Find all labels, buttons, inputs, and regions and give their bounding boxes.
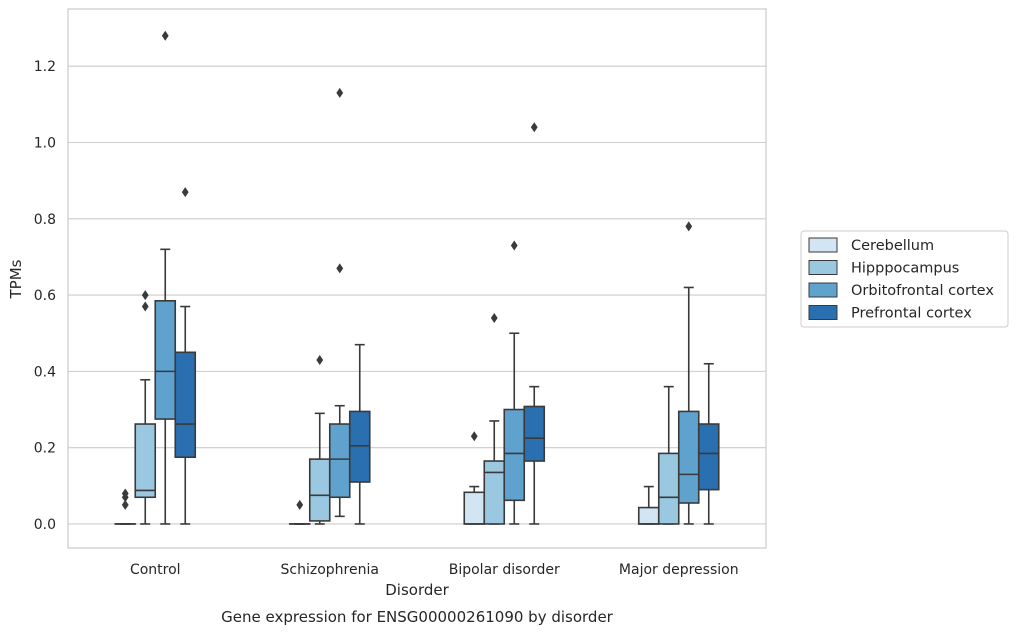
- chart-caption: Gene expression for ENSG00000261090 by d…: [221, 608, 614, 626]
- box-body: [174, 351, 197, 459]
- outlier-point: [141, 301, 149, 312]
- outlier-point: [336, 87, 344, 98]
- legend-swatch: [808, 282, 838, 298]
- y-tick-label: 0.8: [34, 212, 56, 228]
- box-body: [308, 458, 331, 522]
- x-axis-ticks: Control Schizophrenia Bipolar disorder Majo…: [130, 562, 739, 578]
- legend-label: Cerebellum: [851, 238, 934, 254]
- outlier-point: [121, 488, 129, 499]
- box-body: [677, 410, 700, 504]
- y-tick-label: 0.6: [34, 288, 56, 304]
- outlier-point: [530, 122, 538, 133]
- box-1-3: [657, 385, 680, 525]
- box-body: [463, 491, 486, 525]
- y-tick-label: 1.0: [34, 136, 56, 152]
- outlier-point: [141, 290, 149, 301]
- outlier-point: [316, 354, 324, 365]
- y-axis-ticks: 0.0 0.2 0.4 0.6 0.8 1.0 1.2: [34, 59, 56, 533]
- box-body: [503, 408, 526, 502]
- box-1-1: [308, 354, 331, 525]
- box-body: [657, 452, 680, 525]
- box-body: [348, 410, 371, 483]
- y-tick-label: 0.4: [34, 364, 56, 380]
- outlier-point: [510, 240, 518, 251]
- x-tick-label: Major depression: [619, 562, 739, 578]
- outlier-point: [685, 221, 693, 232]
- legend-swatch: [808, 237, 838, 253]
- legend-label: Hipppocampus: [851, 261, 959, 277]
- legend-label: Prefrontal cortex: [851, 306, 972, 322]
- x-tick-label: Schizophrenia: [281, 562, 379, 578]
- box-body: [134, 423, 157, 499]
- outlier-point: [161, 30, 169, 41]
- box-body: [483, 460, 506, 525]
- box-2-0: [154, 30, 177, 525]
- outlier-point: [336, 263, 344, 274]
- outlier-point: [470, 431, 478, 442]
- y-axis-label: TPMs: [7, 259, 25, 299]
- box-1-0: [134, 290, 157, 525]
- legend-swatch: [808, 260, 838, 275]
- legend-label: Orbitofrontal cortex: [851, 283, 994, 299]
- box-body: [697, 423, 720, 491]
- box-body: [154, 300, 177, 420]
- outlier-point: [121, 499, 129, 510]
- box-groups: [114, 30, 720, 525]
- box-2-3: [677, 221, 700, 525]
- x-tick-label: Bipolar disorder: [449, 562, 560, 578]
- outlier-point: [181, 187, 189, 198]
- legend-frame: [800, 230, 1009, 328]
- box-2-2: [503, 240, 526, 525]
- box-body: [328, 423, 351, 499]
- x-axis-label: Disorder: [385, 581, 449, 599]
- y-tick-label: 0.0: [34, 517, 56, 533]
- outlier-point: [490, 312, 498, 323]
- legend: Cerebellum Hipppocampus Orbitofrontal cort…: [800, 230, 1009, 328]
- y-tick-label: 0.2: [34, 441, 56, 457]
- legend-swatch: [808, 305, 838, 320]
- box-3-3: [697, 362, 720, 525]
- outlier-point: [296, 499, 304, 510]
- box-0-2: [463, 431, 486, 525]
- plot-frame: [67, 8, 767, 549]
- box-3-0: [174, 187, 197, 525]
- box-body: [637, 506, 660, 525]
- y-tick-label: 1.2: [34, 59, 56, 75]
- box-0-1: [288, 499, 311, 525]
- x-tick-label: Control: [130, 562, 181, 578]
- box-3-1: [348, 343, 371, 525]
- box-0-0: [114, 488, 137, 525]
- box-3-2: [523, 122, 546, 525]
- box-body: [523, 405, 546, 462]
